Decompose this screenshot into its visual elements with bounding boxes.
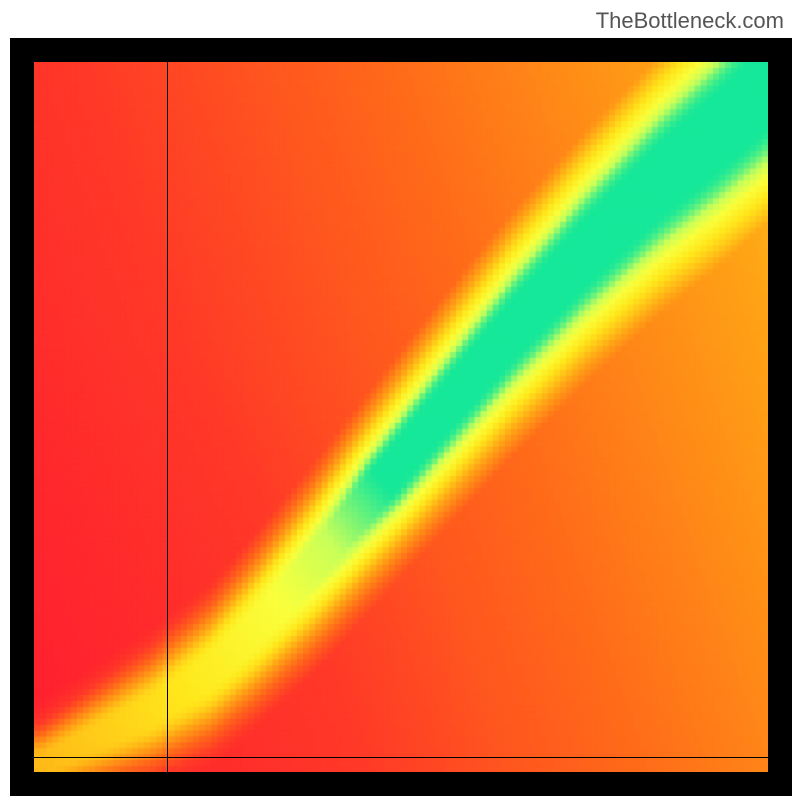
heatmap-canvas <box>34 62 768 772</box>
crosshair-dot-icon <box>164 753 172 761</box>
crosshair-horizontal-line <box>34 757 768 758</box>
attribution-text: TheBottleneck.com <box>596 8 784 34</box>
plot-area <box>34 62 768 772</box>
crosshair-vertical-line <box>167 62 168 772</box>
